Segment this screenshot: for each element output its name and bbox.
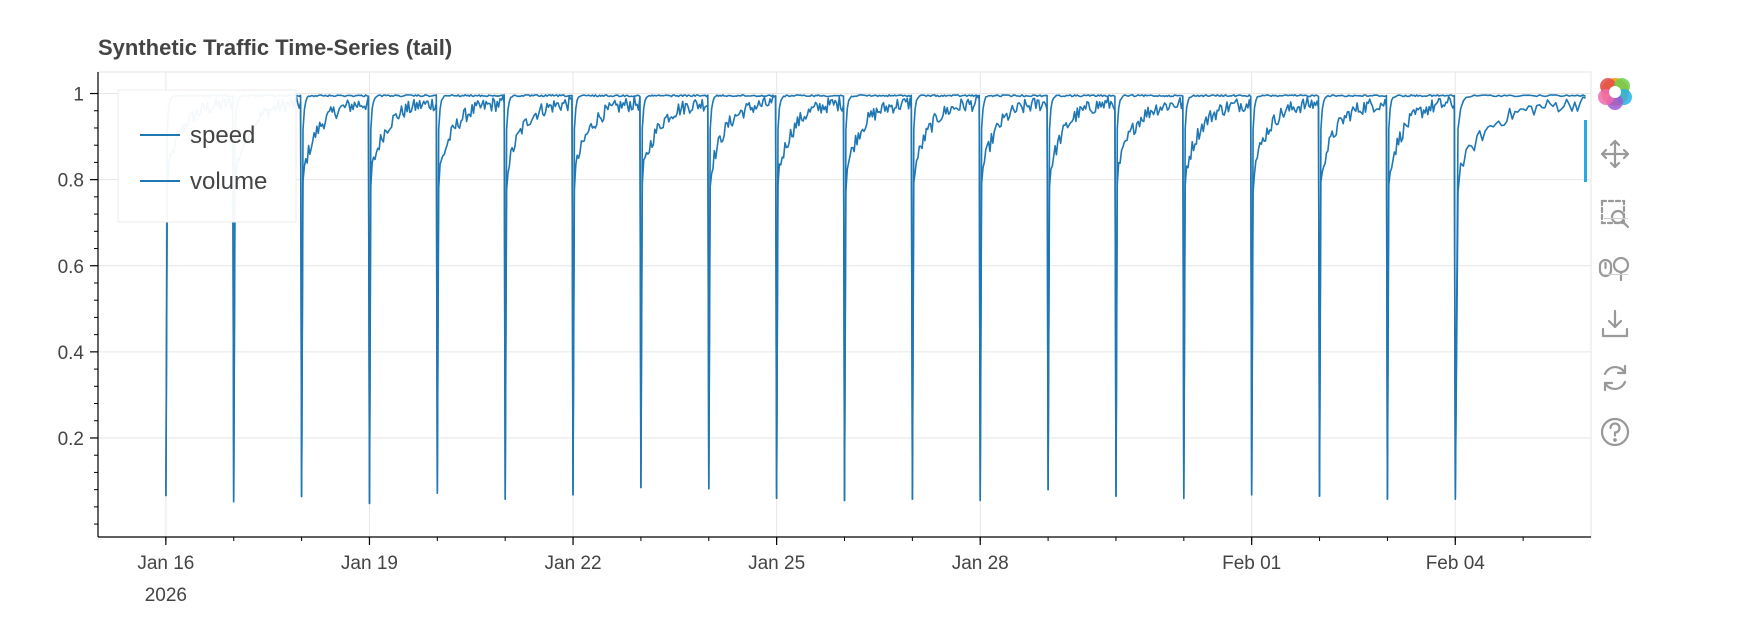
y-tick-label: 1 [73, 85, 84, 106]
toolbar-separator [1604, 274, 1628, 275]
bokeh-logo-icon[interactable] [1588, 70, 1642, 114]
y-tick-label: 0.6 [58, 257, 84, 278]
y-tick-label: 0.4 [58, 343, 85, 364]
series-volume-line [165, 95, 1586, 505]
chart-title: Synthetic Traffic Time-Series (tail) [98, 35, 452, 60]
x-tick-label: Feb 01 [1222, 553, 1281, 574]
x-tick-sublabel: 2026 [145, 585, 187, 606]
y-tick-label: 0.8 [58, 171, 84, 192]
y-tick-label: 0.2 [58, 429, 84, 450]
box-zoom-icon[interactable] [1588, 192, 1642, 236]
chart-toolbar [1588, 62, 1642, 482]
x-tick-label: Jan 16 [137, 553, 194, 574]
x-tick-label: Jan 28 [952, 553, 1009, 574]
x-tick-label: Feb 04 [1426, 553, 1486, 574]
active-tool-indicator [1584, 120, 1587, 182]
x-axis-ticks: Jan 16 Jan 19 Jan 22 Jan 25 Jan 28 Feb 01 Feb … [137, 537, 1524, 606]
legend-label-speed[interactable]: speed [190, 122, 255, 149]
legend-label-volume[interactable]: volume [190, 168, 267, 195]
y-axis-ticks: 0.2 0.4 0.6 0.8 1 [58, 85, 98, 525]
x-tick-label: Jan 25 [748, 553, 805, 574]
help-icon[interactable] [1588, 410, 1642, 454]
series-volume [165, 95, 1586, 505]
x-tick-label: Jan 22 [545, 553, 602, 574]
save-icon[interactable] [1588, 302, 1642, 346]
toolbar-separator [1604, 218, 1628, 219]
pan-icon[interactable] [1588, 132, 1642, 176]
legend-box [117, 89, 297, 223]
x-tick-label: Jan 19 [341, 553, 398, 574]
reset-icon[interactable] [1588, 356, 1642, 400]
legend: speed volume [117, 89, 297, 223]
wheel-zoom-icon[interactable] [1588, 246, 1642, 290]
